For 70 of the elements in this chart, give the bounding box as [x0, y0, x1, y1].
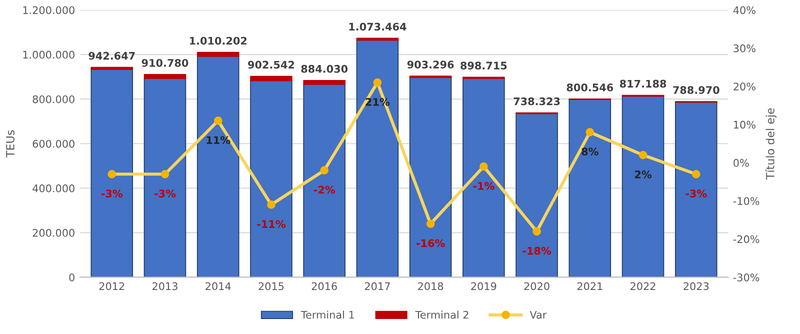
total-label: 1.073.464: [349, 22, 406, 31]
legend-label: Terminal 1: [300, 310, 354, 319]
bar: [196, 56, 240, 278]
data-label: -3%: [686, 190, 707, 198]
y2-tick-label: 30%: [734, 44, 756, 52]
total-label: 788.970: [673, 86, 720, 94]
total-label: 942.647: [88, 52, 135, 60]
x-tick-label: 2023: [684, 282, 709, 290]
x-tick-label: 2022: [630, 282, 656, 290]
legend-label: Terminal 2: [415, 310, 468, 319]
y-tick-label: 1.000.000: [23, 50, 74, 59]
data-label: -3%: [154, 190, 176, 198]
total-label: 903.296: [407, 60, 454, 69]
bar: [250, 80, 292, 278]
y2-tick-label: 40%: [733, 6, 756, 14]
x-tick-label: 2012: [99, 282, 124, 290]
total-label: 1.010.202: [190, 36, 247, 45]
bar: [568, 98, 612, 278]
y-tick-label: 800.000: [32, 95, 74, 104]
data-label: -1%: [473, 182, 494, 190]
bar: [462, 78, 505, 278]
bar: [196, 52, 240, 57]
total-label: 817.188: [620, 80, 666, 88]
data-label: -2%: [314, 186, 335, 194]
x-tick-label: 2018: [418, 282, 444, 290]
y2-tick-label: -30%: [733, 273, 760, 282]
y-tick-label: 200.000: [32, 228, 74, 237]
y2-tick-label: 0%: [734, 158, 749, 167]
x-tick-label: 2013: [152, 282, 178, 290]
total-label: 898.715: [460, 62, 507, 70]
data-label: -11%: [257, 220, 286, 228]
y-tick-label: 1.200.000: [23, 6, 74, 14]
total-label: 884.030: [301, 64, 348, 73]
x-tick-label: 2014: [206, 282, 231, 290]
y-tick-label: 0: [69, 273, 74, 282]
data-label: -16%: [416, 239, 445, 248]
data-label: 8%: [582, 148, 598, 156]
bar: [409, 77, 452, 278]
bar: [516, 113, 558, 278]
bar: [90, 68, 134, 278]
bar: [303, 84, 346, 278]
y2-tick-label: -20%: [733, 235, 760, 244]
x-tick-label: 2021: [577, 282, 602, 290]
y2-axis-title: Título del eje: [765, 108, 777, 180]
total-label: 910.780: [142, 58, 188, 67]
y2-tick-label: 20%: [734, 82, 756, 90]
y2-tick-label: 10%: [734, 120, 756, 129]
bar: [674, 102, 718, 278]
data-label: -3%: [101, 190, 123, 198]
x-tick-label: 2019: [471, 282, 496, 290]
y-axis-title: TEUs: [6, 130, 14, 158]
y-tick-label: 600.000: [32, 140, 74, 148]
legend-label: Var: [530, 310, 547, 319]
total-label: 902.542: [248, 60, 294, 69]
x-tick-label: 2017: [364, 282, 390, 290]
bar: [144, 78, 186, 278]
bar: [622, 96, 664, 278]
bar: [356, 40, 399, 278]
x-tick-label: 2016: [312, 282, 337, 290]
y-tick-label: 400.000: [32, 184, 74, 192]
total-label: 800.546: [566, 84, 614, 92]
bar: [303, 80, 346, 85]
data-label: 2%: [634, 170, 652, 178]
x-tick-label: 2015: [258, 282, 284, 290]
data-label: -18%: [522, 246, 552, 255]
total-label: 738.323: [514, 97, 560, 106]
y2-tick-label: -10%: [733, 197, 760, 205]
bar: [250, 76, 292, 82]
x-tick-label: 2020: [524, 282, 550, 290]
bar: [144, 74, 186, 79]
